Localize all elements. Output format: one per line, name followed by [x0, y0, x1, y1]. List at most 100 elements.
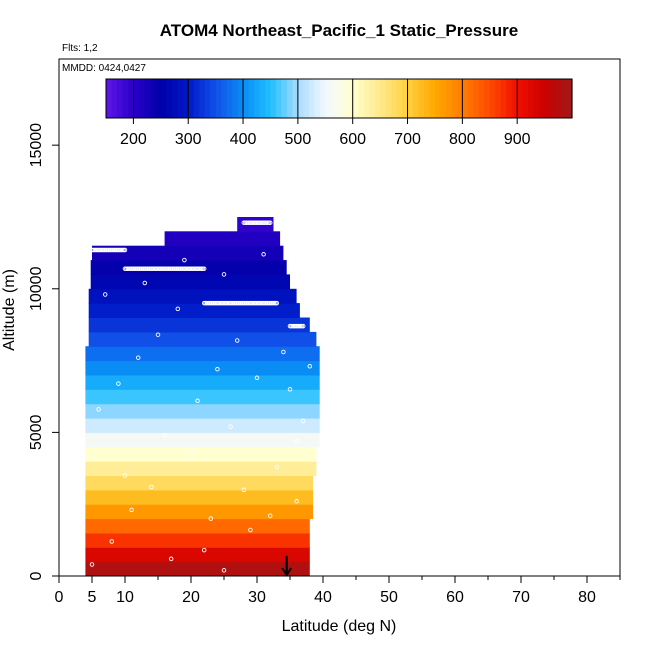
pressure-band [90, 274, 290, 290]
profile-point [162, 433, 167, 438]
colorbar-swatch [281, 79, 288, 118]
colorbar-swatch [127, 79, 135, 118]
flights-label: Flts: 1,2 [62, 43, 98, 54]
colorbar-tick-label: 700 [394, 131, 421, 148]
colorbar-swatch [116, 79, 124, 118]
pressure-bands [85, 217, 320, 577]
profile-point [267, 513, 273, 518]
colorbar-swatch [544, 79, 551, 118]
colorbar-swatch [473, 79, 480, 118]
colorbar-swatch [221, 79, 228, 118]
colorbar-swatch [275, 79, 283, 118]
profile-point [241, 487, 247, 493]
profile-point [201, 547, 207, 553]
y-axis: 0 5000 10000 15000 [28, 123, 59, 580]
colorbar-swatch [380, 79, 387, 118]
profile-point [129, 507, 134, 513]
colorbar-swatch [467, 79, 474, 118]
pressure-band [85, 389, 320, 405]
x-tick-label: 50 [380, 589, 398, 606]
pressure-band [85, 403, 320, 419]
colorbar-swatch [204, 79, 211, 118]
colorbar-swatch [517, 79, 524, 118]
profile-points [89, 252, 313, 573]
x-tick-label: 10 [116, 589, 134, 606]
profile-point [300, 418, 306, 424]
x-axis: 0 5 10 20 30 40 50 60 70 80 [55, 576, 621, 606]
colorbar-swatch [264, 79, 272, 118]
colorbar-swatch [308, 79, 315, 118]
colorbar-swatch [325, 79, 332, 118]
colorbar-swatch [539, 79, 546, 118]
x-tick-label: 5 [88, 589, 97, 606]
profile-point [287, 387, 293, 392]
profile-point [221, 272, 227, 277]
dates-label: MMDD: 0424,0427 [62, 63, 146, 74]
colorbar-swatch [489, 79, 496, 118]
colorbar-swatch [336, 79, 343, 118]
colorbar-swatch [188, 79, 195, 118]
profile-point [188, 450, 194, 455]
profile-point [261, 252, 266, 257]
colorbar-swatch [369, 79, 376, 118]
colorbar-swatch [434, 79, 442, 118]
colorbar-swatch [303, 79, 310, 118]
colorbar-swatch [193, 79, 200, 118]
colorbar-swatch [177, 79, 184, 118]
plot-frame [58, 58, 621, 577]
colorbar-swatch [413, 79, 420, 118]
pressure-band [164, 231, 281, 247]
flight-track [122, 266, 207, 271]
marker-arrow-head [281, 567, 293, 577]
colorbar-swatch [254, 79, 261, 118]
profile-point [155, 332, 161, 337]
position-marker [281, 555, 293, 577]
pressure-band [85, 418, 320, 433]
track-point [274, 300, 280, 306]
colorbar-swatch [528, 79, 535, 118]
flight-track [201, 300, 280, 306]
profile-point [109, 539, 115, 544]
colorbar-swatch [495, 79, 502, 118]
colorbar-swatch [171, 79, 178, 118]
colorbar-swatch [232, 79, 239, 118]
colorbar-swatch [352, 79, 359, 118]
colorbar-swatch [456, 79, 463, 118]
colorbar-swatch [374, 79, 381, 118]
y-axis-label: Altitude (m) [1, 269, 18, 351]
track-point [300, 323, 306, 329]
pressure-band [85, 547, 310, 563]
colorbar-swatch [555, 79, 562, 118]
colorbar-swatch [396, 79, 403, 118]
colorbar-swatch [550, 79, 557, 118]
colorbar-swatch [522, 79, 529, 118]
profile-point [221, 568, 227, 573]
colorbar-swatch [402, 79, 409, 118]
colorbar-swatch [149, 79, 156, 118]
colorbar-swatch [341, 79, 348, 118]
y-tick-label: 0 [28, 571, 45, 580]
profile-point [142, 280, 148, 286]
profile-point [208, 516, 214, 521]
colorbar-swatch [561, 79, 568, 118]
pressure-band [85, 461, 317, 476]
profile-point [175, 306, 181, 312]
colorbar-swatch [106, 79, 113, 118]
colorbar-frame [105, 78, 573, 119]
profile-point [274, 464, 280, 470]
x-axis-label: Latitude (deg N) [282, 618, 397, 635]
colorbar-tick-label: 500 [285, 131, 312, 148]
colorbar-swatch [391, 79, 398, 118]
colorbar-swatch [363, 79, 370, 118]
profile-point [135, 355, 141, 360]
colorbar-swatch [270, 79, 277, 118]
profile-point [228, 424, 233, 429]
pressure-band [88, 288, 297, 304]
colorbar-swatch [297, 79, 304, 118]
x-tick-label: 80 [578, 589, 596, 606]
profile-point [89, 562, 95, 567]
colorbar-tick-label: 400 [230, 131, 257, 148]
colorbar-swatch [314, 79, 321, 118]
pressure-band [85, 446, 317, 462]
